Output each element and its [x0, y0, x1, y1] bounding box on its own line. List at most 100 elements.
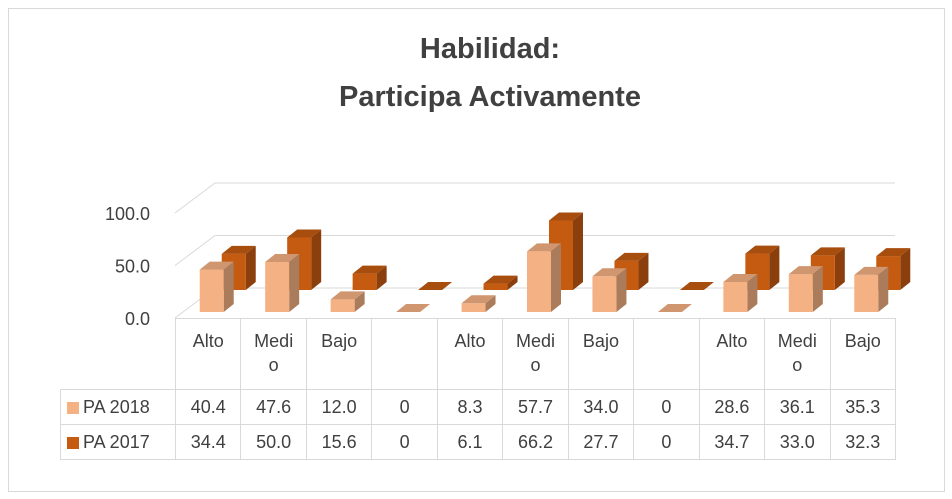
bar: [483, 275, 518, 290]
value-cell: 33.0: [764, 424, 831, 460]
value-cell: 57.7: [502, 389, 569, 425]
bar: [723, 273, 758, 312]
bar-side: [638, 252, 649, 290]
category-cell: [633, 318, 700, 390]
bar-front: [592, 276, 617, 312]
category-cell: Bajo: [829, 318, 896, 390]
value-cell: 0: [371, 424, 438, 460]
bar: [854, 266, 889, 312]
bar-side: [573, 212, 583, 290]
category-cell: Medio: [240, 318, 307, 390]
chart-title: Participa Activamente: [339, 81, 641, 113]
bar-front: [461, 303, 486, 312]
bar-side: [900, 248, 911, 290]
bar: [461, 295, 496, 312]
bar-side: [834, 247, 845, 290]
series-row: PA 2017 34.4 50.0 15.6 0 6.1 66.2 27.7 0 34.7 33.0…: [60, 424, 896, 460]
bar-top: [679, 282, 714, 290]
value-cell: 0: [633, 389, 700, 425]
bar-top: [483, 275, 518, 284]
bar-top: [745, 245, 780, 254]
legend-label: PA 2018: [83, 396, 150, 417]
bar-top: [592, 268, 627, 277]
value-cell: 34.4: [174, 424, 242, 460]
corner-cell: [61, 319, 176, 390]
bar-front: [265, 262, 290, 312]
legend-key: [67, 401, 79, 414]
bar-top: [810, 247, 845, 256]
bar: [418, 282, 453, 290]
value-cell: 50.0: [240, 424, 307, 460]
value-cell: 32.3: [829, 424, 896, 460]
value-cell: 40.4: [174, 389, 242, 425]
bar-top: [723, 273, 758, 282]
bar: [396, 304, 431, 312]
bar: [527, 243, 561, 312]
bar-top: [287, 229, 322, 238]
bar-top: [265, 254, 300, 263]
y-tick-label: 0.0: [125, 309, 150, 329]
value-cell: 36.1: [764, 389, 831, 425]
bar-top: [221, 245, 256, 254]
bar-top: [657, 304, 692, 312]
bar-side: [485, 295, 496, 312]
y-tick-label: 100.0: [105, 204, 150, 224]
category-cell: Alto: [698, 318, 766, 390]
bar-top: [876, 248, 911, 257]
bar-top: [549, 212, 583, 221]
legend-entry: PA 2018: [60, 389, 176, 425]
value-cell: 28.6: [698, 389, 766, 425]
legend-entry: PA 2017: [60, 424, 176, 460]
legend-label: PA 2017: [83, 431, 150, 452]
bar-top: [330, 291, 365, 300]
bar-top: [199, 261, 234, 270]
bar-side: [769, 245, 780, 290]
value-cell: 34.7: [698, 424, 766, 460]
bar-side: [311, 229, 322, 290]
bar-top: [418, 282, 453, 290]
category-row: Alto Medio Bajo Alto Medio Bajo Alto Medio Bajo: [61, 318, 896, 390]
bar-top: [461, 295, 496, 304]
bar-side: [376, 265, 387, 290]
bar-front: [483, 283, 508, 290]
bar-top: [854, 266, 889, 275]
bar-front: [352, 273, 377, 290]
bar-front: [723, 281, 748, 312]
bar-side: [245, 245, 256, 290]
bar-front: [199, 269, 224, 312]
value-cell: 66.2: [502, 424, 569, 460]
value-cell: 0: [633, 424, 700, 460]
bar: [352, 265, 387, 290]
y-tick-label: 50.0: [115, 257, 150, 277]
bar-side: [616, 268, 627, 312]
bar-side: [354, 291, 365, 312]
bar-side: [551, 243, 561, 312]
value-cell: 8.3: [436, 389, 504, 425]
value-cell: 47.6: [240, 389, 307, 425]
bar-top: [396, 304, 431, 312]
bar: [330, 291, 365, 312]
bar-side: [507, 275, 518, 290]
bar-side: [747, 273, 758, 312]
bar: [199, 261, 234, 312]
value-cell: 27.7: [567, 424, 635, 460]
chart-title: Habilidad:: [420, 33, 560, 65]
legend-key: [67, 436, 79, 449]
value-cell: 12.0: [305, 389, 373, 425]
value-cell: 34.0: [567, 389, 635, 425]
bar: [592, 268, 627, 312]
category-cell: Bajo: [567, 318, 635, 390]
bar-side: [812, 266, 823, 312]
category-cell: Medio: [502, 318, 569, 390]
value-cell: 15.6: [305, 424, 373, 460]
bar-front: [854, 274, 879, 312]
bar: [788, 266, 823, 312]
data-table: Alto Medio Bajo Alto Medio Bajo Alto Medio Bajo P…: [60, 318, 896, 460]
bar-top: [352, 265, 387, 274]
bar-side: [223, 261, 234, 312]
bar: [679, 282, 714, 290]
category-cell: Alto: [174, 318, 242, 390]
bar-side: [878, 266, 889, 312]
bar: [265, 254, 300, 312]
